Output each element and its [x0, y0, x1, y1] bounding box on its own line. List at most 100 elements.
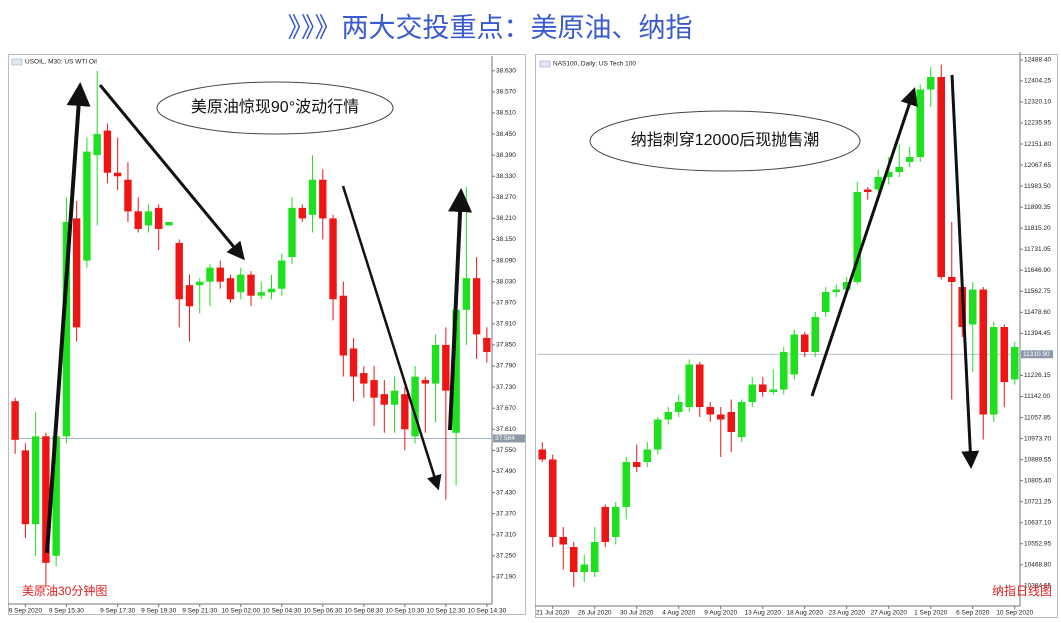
candle-body	[226, 278, 235, 300]
y-tick-label: 11646.90	[1024, 267, 1051, 274]
candle-body	[548, 459, 557, 537]
candle-body	[257, 292, 265, 296]
candle-body	[1010, 347, 1019, 380]
x-tick-label: 9 Sep 17:30	[100, 608, 135, 615]
y-tick-label: 37.610	[496, 426, 516, 433]
y-tick-label: 10637.10	[1024, 519, 1051, 526]
y-tick-label: 11983.50	[1024, 183, 1051, 190]
candle-body	[968, 289, 977, 325]
candle-body	[748, 384, 757, 402]
candle-body	[421, 380, 430, 384]
candle-body	[72, 218, 81, 328]
candle-body	[390, 390, 399, 405]
y-tick-label: 11899.35	[1024, 204, 1051, 211]
y-tick-label: 10973.70	[1024, 435, 1051, 442]
arrow	[448, 188, 473, 431]
chart-header: USOIL, M30: US WTI Oil	[25, 59, 97, 66]
x-tick-label: 9 Sep 2020	[9, 608, 43, 615]
candle-body	[237, 274, 245, 293]
candle-body	[569, 547, 578, 572]
y-tick-label: 37.850	[496, 342, 516, 349]
y-tick-label: 38.090	[496, 257, 516, 264]
candle-body	[196, 281, 204, 286]
x-tick-label: 30 Jul 2020	[620, 610, 654, 617]
x-tick-label: 13 Aug 2020	[744, 610, 781, 617]
x-tick-label: 21 Jul 2020	[536, 610, 570, 617]
candle-body	[11, 401, 19, 440]
candle-body	[758, 384, 767, 392]
y-tick-label: 11478.60	[1024, 309, 1051, 316]
y-tick-label: 37.790	[496, 363, 516, 370]
candle-body	[62, 221, 71, 437]
candle-body	[664, 412, 673, 420]
candle-body	[411, 376, 419, 437]
y-tick-label: 38.450	[496, 131, 516, 138]
candle-body	[653, 419, 662, 450]
arrow	[810, 87, 918, 397]
panel	[8, 54, 526, 615]
header-icon	[539, 60, 551, 68]
candle-body	[206, 267, 214, 282]
arrow	[950, 74, 980, 469]
candle-body	[538, 449, 547, 460]
candle-body	[278, 260, 286, 289]
x-tick-label: 9 Aug 2020	[704, 610, 737, 617]
y-tick-label: 37.910	[496, 321, 516, 328]
y-tick-label: 12235.95	[1024, 120, 1051, 127]
x-tick-label: 10 Sep 04:30	[262, 608, 301, 615]
x-tick-label: 9 Sep 19:30	[141, 608, 176, 615]
x-tick-label: 10 Sep 02:00	[221, 608, 260, 615]
y-tick-label: 38.510	[496, 110, 516, 117]
candle-body	[559, 537, 568, 545]
y-tick-label: 37.550	[496, 447, 516, 454]
y-tick-label: 10805.40	[1024, 477, 1051, 484]
candle-body	[580, 564, 589, 572]
price-label: 37.584	[495, 435, 515, 442]
y-tick-label: 10721.25	[1024, 498, 1051, 505]
candle-body	[874, 177, 883, 190]
y-tick-label: 37.670	[496, 405, 516, 412]
x-tick-label: 10 Sep 10:30	[385, 608, 424, 615]
candle-body	[863, 189, 872, 192]
candle-body	[113, 172, 122, 177]
candle-body	[83, 151, 91, 261]
candle-body	[716, 414, 725, 420]
callout	[589, 110, 861, 172]
candle-body	[349, 348, 358, 377]
arrow	[341, 185, 442, 491]
candle-body	[42, 436, 50, 563]
y-tick-label: 10552.95	[1024, 540, 1051, 547]
x-tick-label: 10 Sep 12:30	[427, 608, 466, 615]
candle-body	[442, 344, 450, 391]
y-tick-label: 10468.80	[1024, 562, 1051, 569]
candle-body	[267, 288, 276, 293]
x-tick-label: 9 Sep 15:30	[49, 608, 84, 615]
candle-body	[632, 462, 641, 467]
y-tick-label: 38.330	[496, 173, 516, 180]
candle-body	[288, 207, 296, 258]
arrow	[45, 82, 91, 554]
candle-body	[339, 295, 347, 356]
y-tick-label: 38.390	[496, 152, 516, 159]
candle-body	[916, 89, 925, 157]
price-tag	[1021, 350, 1053, 359]
y-tick-label: 11815.20	[1024, 225, 1051, 232]
y-tick-label: 37.730	[496, 384, 516, 391]
x-tick-label: 26 Jul 2020	[578, 610, 612, 617]
annotation: 纳指刺穿12000后现抛售潮	[631, 131, 820, 149]
y-tick-label: 12404.25	[1024, 78, 1051, 85]
y-tick-label: 38.570	[496, 89, 516, 96]
x-tick-label: 6 Sep 2020	[956, 610, 990, 617]
candle-body	[431, 344, 440, 384]
candle-body	[472, 278, 481, 335]
y-tick-label: 37.430	[496, 489, 516, 496]
y-tick-label: 37.310	[496, 531, 516, 538]
candle-body	[308, 179, 317, 215]
y-tick-label: 37.190	[496, 574, 516, 581]
x-tick-label: 23 Aug 2020	[828, 610, 865, 617]
y-tick-label: 37.370	[496, 510, 516, 517]
candle-body	[800, 334, 809, 352]
candle-body	[937, 77, 946, 277]
candle-body	[52, 436, 60, 556]
